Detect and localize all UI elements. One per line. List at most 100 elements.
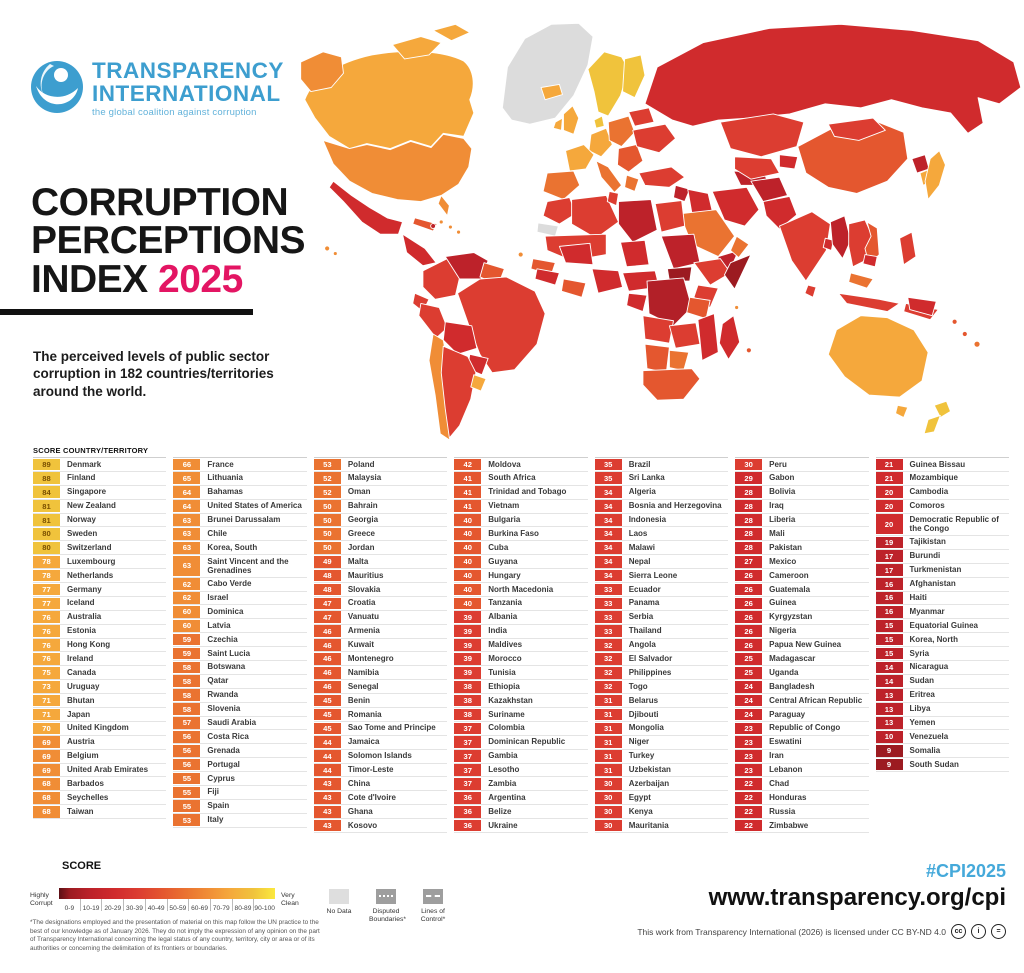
score-chip: 46 xyxy=(313,625,341,637)
country-row: 29 Gabon xyxy=(735,472,869,486)
country-name: Saint Vincent and the Grenadines xyxy=(207,556,289,575)
country-row: 32 Togo xyxy=(594,680,729,695)
country-name: Slovakia xyxy=(347,584,381,594)
country-row: 70 United Kingdom xyxy=(33,722,167,736)
country-row: 32 Philippines xyxy=(594,666,729,681)
country-name: Japan xyxy=(67,709,91,719)
country-name: Haiti xyxy=(909,593,927,602)
country-name: Ghana xyxy=(347,806,373,816)
table-column: 53 Poland 52 Malaysia 52 Oman 50 Bahrain 50 Georg… xyxy=(313,457,448,834)
score-chip: 21 xyxy=(875,472,903,485)
country-name: Republic of Congo xyxy=(769,723,841,733)
country-row: 24 Paraguay xyxy=(735,708,869,722)
country-name: Kyrgyzstan xyxy=(769,612,813,622)
country-name: Sudan xyxy=(909,676,934,686)
country-name: Georgia xyxy=(347,515,379,525)
map-region-balkans xyxy=(617,144,644,173)
country-row: 58 Slovenia xyxy=(173,703,307,717)
score-chip: 81 xyxy=(33,514,60,526)
score-chip: 40 xyxy=(454,569,482,582)
score-chip: 37 xyxy=(454,750,482,762)
country-name: Eswatini xyxy=(769,737,802,747)
table-column: 89 Denmark 88 Finland 84 Singapore 81 New Zeala… xyxy=(33,457,167,833)
score-chip: 80 xyxy=(33,528,60,540)
score-chip: 34 xyxy=(594,486,622,499)
map-region-somalia xyxy=(723,254,752,290)
country-name: Costa Rica xyxy=(207,731,249,741)
country-name: Guinea xyxy=(769,598,797,608)
map-region-central-america xyxy=(402,233,437,267)
country-row: 81 Norway xyxy=(33,514,167,528)
country-row: 31 Belarus xyxy=(594,694,729,709)
country-name: Czechia xyxy=(207,634,238,644)
country-name: Guyana xyxy=(488,556,518,566)
map-region-oman xyxy=(730,235,750,259)
score-chip: 39 xyxy=(454,653,482,665)
country-row: 80 Sweden xyxy=(33,527,167,542)
country-row: 17 Turkmenistan xyxy=(875,564,1009,578)
country-row: 16 Afghanistan xyxy=(875,578,1009,592)
country-row: 30 Peru xyxy=(735,458,869,472)
country-name: Finland xyxy=(67,473,96,483)
map-region-chad xyxy=(620,239,650,268)
table-column: 30 Peru 29 Gabon 28 Bolivia 28 Iraq 28 Liberia 28 M… xyxy=(735,457,869,834)
score-chip: 48 xyxy=(313,583,341,596)
country-row: 65 Lithuania xyxy=(173,472,307,486)
country-row: 59 Saint Lucia xyxy=(173,647,307,661)
country-row: 58 Botswana xyxy=(173,661,307,675)
country-name: South Sudan xyxy=(909,759,959,769)
country-name: Guatemala xyxy=(769,584,811,594)
score-chip: 66 xyxy=(173,458,201,471)
score-chip: 64 xyxy=(173,500,201,512)
country-name: Sierra Leone xyxy=(628,570,678,580)
map-region-uruguay xyxy=(470,374,487,392)
country-name: United Arab Emirates xyxy=(67,765,149,775)
legend-bucket-label: 20-29 xyxy=(101,899,123,912)
score-chip: 41 xyxy=(454,486,482,499)
website-url[interactable]: www.transparency.org/cpi xyxy=(708,884,1006,911)
country-name: Suriname xyxy=(488,709,525,719)
score-chip: 36 xyxy=(454,805,482,818)
score-chip: 34 xyxy=(594,500,622,512)
country-name: Morocco xyxy=(488,653,522,663)
score-chip: 21 xyxy=(875,458,903,471)
country-row: 39 Maldives xyxy=(454,639,588,653)
country-row: 80 Switzerland xyxy=(33,541,167,556)
map-region-belarus xyxy=(628,107,655,127)
score-chip: 40 xyxy=(454,555,482,568)
map-region-egypt xyxy=(654,200,686,233)
country-name: Equatorial Guinea xyxy=(909,620,978,630)
country-row: 14 Nicaragua xyxy=(875,661,1009,675)
country-row: 55 Fiji xyxy=(173,786,307,800)
map-region-france xyxy=(565,144,595,172)
score-chip: 13 xyxy=(875,717,903,729)
score-chip: 20 xyxy=(875,500,903,512)
map-island-dot xyxy=(961,330,968,337)
country-name: Iran xyxy=(769,751,784,761)
country-row: 33 Serbia xyxy=(594,611,729,625)
country-name: Korea, North xyxy=(909,634,958,644)
map-region-morocco xyxy=(542,197,577,225)
country-name: United States of America xyxy=(207,501,302,511)
country-name: Uganda xyxy=(769,667,799,677)
country-row: 34 Laos xyxy=(594,527,729,542)
map-region-western-sahara xyxy=(536,222,559,237)
country-name: El Salvador xyxy=(628,653,673,663)
country-row: 15 Equatorial Guinea xyxy=(875,619,1009,634)
country-name: Cuba xyxy=(488,542,509,552)
country-name: Niger xyxy=(628,737,650,747)
country-row: 34 Malawi xyxy=(594,541,729,556)
country-row: 43 Ghana xyxy=(313,805,448,820)
score-chip: 30 xyxy=(594,819,622,832)
country-row: 41 Trinidad and Tobago xyxy=(454,486,588,500)
country-name: Djibouti xyxy=(628,709,659,719)
country-name: Cabo Verde xyxy=(207,579,252,589)
score-chip: 41 xyxy=(454,500,482,512)
country-row: 27 Mexico xyxy=(735,555,869,570)
country-row: 23 Lebanon xyxy=(735,764,869,778)
map-region-papua-new-guinea xyxy=(907,296,937,317)
country-row: 58 Rwanda xyxy=(173,689,307,703)
legend-bucket-label: 80-89 xyxy=(231,899,254,912)
map-region-united-kingdom xyxy=(563,105,580,135)
score-chip: 41 xyxy=(454,472,482,485)
